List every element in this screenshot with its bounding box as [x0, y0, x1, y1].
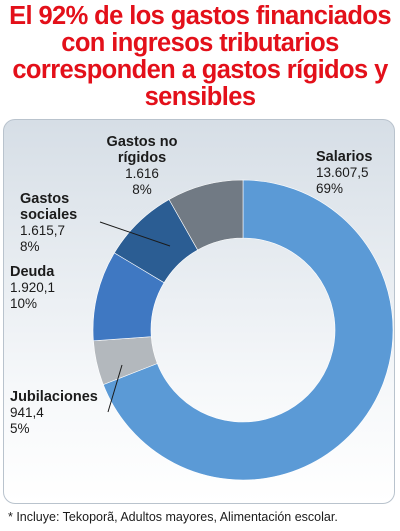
slice-labels: Salarios 13.607,5 69% Jubilaciones 941,4 5% De…	[10, 134, 372, 436]
label-gastos-sociales: Gastos sociales 1.615,7 8%	[20, 191, 77, 254]
title-box: El 92% de los gastos financiados con ing…	[0, 0, 400, 116]
label-name: Jubilaciones	[10, 389, 98, 405]
label-salarios: Salarios 13.607,5 69%	[316, 149, 372, 196]
label-name: Gastos	[20, 191, 69, 207]
slice-salarios	[102, 179, 394, 481]
label-value: 1.920,1	[10, 280, 55, 295]
title-line-2: con ingresos tributarios	[61, 29, 339, 57]
title-line-3: corresponden a gastos rígidos y	[12, 56, 388, 84]
label-percent: 5%	[10, 421, 30, 436]
label-value: 13.607,5	[316, 165, 369, 180]
label-name: Deuda	[10, 264, 55, 280]
label-leaders	[99, 221, 171, 413]
label-percent: 69%	[316, 181, 343, 196]
chart-title: El 92% de los gastos financiados con ing…	[4, 3, 396, 111]
slice-gastos-no-rigidos	[168, 179, 244, 251]
label-jubilaciones: Jubilaciones 941,4 5%	[10, 389, 98, 436]
label-value: 941,4	[10, 405, 44, 420]
label-percent: 8%	[20, 239, 40, 254]
label-percent: 8%	[132, 182, 152, 197]
title-line-4: sensibles	[144, 83, 256, 111]
label-gastos-no-rigidos: Gastos no rígidos 1.616 8%	[107, 134, 178, 197]
donut-slices	[92, 179, 394, 481]
label-value: 1.615,7	[20, 223, 65, 238]
label-value: 1.616	[125, 166, 159, 181]
label-name: Gastos no	[107, 134, 178, 150]
leader-gastos-sociales	[99, 221, 171, 247]
label-name: rígidos	[118, 150, 166, 166]
label-deuda: Deuda 1.920,1 10%	[10, 264, 55, 311]
title-line-1: El 92% de los gastos financiados	[9, 2, 391, 30]
label-name: sociales	[20, 207, 77, 223]
footnote: * Incluye: Tekoporã, Adultos mayores, Al…	[8, 510, 338, 524]
leader-jubilaciones	[107, 364, 123, 413]
label-percent: 10%	[10, 296, 37, 311]
label-name: Salarios	[316, 149, 372, 165]
